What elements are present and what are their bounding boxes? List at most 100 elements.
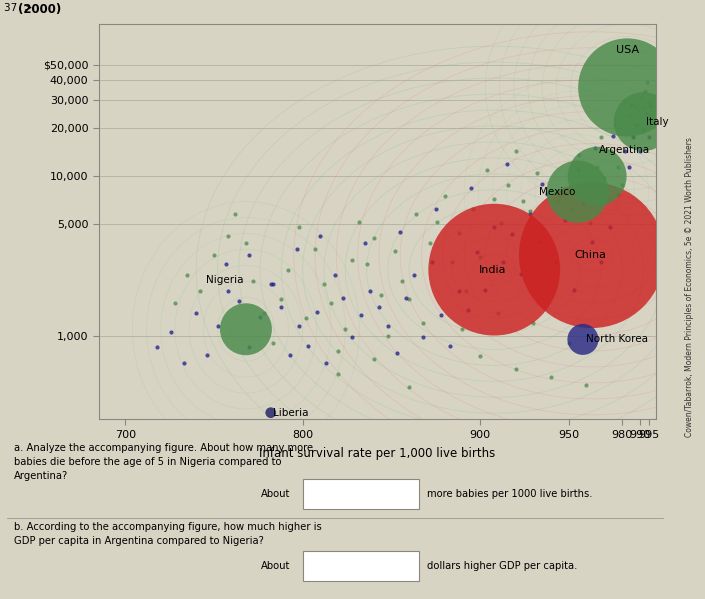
Point [503, 180, 514, 190]
Point [641, 77, 652, 87]
Text: About: About [261, 561, 290, 571]
Point [201, 350, 212, 359]
Point [643, 98, 654, 107]
Point [482, 165, 493, 174]
Point [244, 342, 255, 352]
Text: GDP per capita,
real U.S. dollars
(2000): GDP per capita, real U.S. dollars (2000) [18, 0, 125, 16]
Point [209, 250, 220, 260]
Point [586, 250, 597, 260]
Point [417, 319, 429, 328]
Point [347, 255, 358, 265]
Point [510, 364, 521, 374]
Point [400, 294, 411, 303]
Point [265, 408, 276, 418]
Point [276, 294, 287, 304]
Point [212, 322, 223, 331]
Text: Italy: Italy [646, 117, 668, 126]
Point [563, 338, 575, 348]
Point [568, 285, 580, 294]
Point [267, 280, 278, 289]
Point [409, 270, 420, 280]
Point [460, 286, 472, 296]
Point [347, 332, 358, 342]
Point [382, 322, 393, 331]
Point [620, 146, 631, 155]
Point [368, 233, 379, 243]
Text: Nigeria: Nigeria [206, 275, 243, 285]
Point [285, 350, 296, 359]
Point [311, 307, 322, 316]
Point [574, 151, 585, 161]
Point [524, 205, 535, 215]
Point [581, 180, 592, 189]
Point [591, 162, 603, 171]
Point [542, 189, 553, 199]
Point [396, 276, 407, 286]
Text: 37  >: 37 > [4, 3, 32, 13]
Point [634, 146, 645, 155]
Point [613, 162, 624, 171]
Point [255, 312, 266, 322]
Point [457, 325, 468, 334]
Point [293, 222, 305, 232]
Point [572, 187, 583, 196]
Point [524, 209, 535, 219]
Point [630, 120, 642, 129]
Point [355, 310, 367, 320]
Text: Mexico: Mexico [539, 187, 575, 196]
Point [432, 217, 443, 226]
Point [489, 265, 500, 274]
Point [233, 297, 245, 306]
Point [538, 225, 549, 235]
Text: more babies per 1000 live births.: more babies per 1000 live births. [427, 489, 592, 499]
Point [354, 217, 365, 226]
Point [240, 238, 252, 248]
Point [340, 325, 351, 334]
Point [417, 332, 429, 342]
Point [474, 351, 486, 361]
Point [302, 341, 314, 350]
Point [627, 132, 638, 142]
Point [537, 179, 548, 188]
Point [424, 238, 436, 248]
Point [620, 98, 631, 107]
Point [636, 93, 647, 102]
Point [595, 257, 606, 267]
Point [292, 244, 303, 254]
Point [492, 308, 503, 317]
Point [581, 380, 592, 390]
Point [586, 237, 597, 246]
Point [627, 132, 638, 142]
Point [641, 110, 652, 119]
Point [395, 227, 406, 237]
Point [474, 253, 486, 262]
Point [604, 222, 615, 232]
Point [267, 338, 278, 348]
Text: India: India [479, 265, 506, 274]
Point [517, 196, 528, 206]
Point [531, 168, 542, 178]
Point [410, 209, 422, 219]
Point [591, 171, 603, 181]
Point [589, 143, 601, 153]
Point [430, 205, 441, 214]
Point [572, 165, 583, 174]
Point [551, 257, 562, 267]
Point [462, 305, 473, 315]
Point [637, 117, 649, 126]
Text: North Korea: North Korea [586, 334, 648, 344]
Point [608, 131, 619, 140]
Point [258, 308, 269, 317]
Point [609, 120, 620, 129]
Point [613, 189, 624, 199]
Point [326, 298, 337, 308]
Point [489, 194, 500, 204]
Point [446, 257, 458, 267]
Point [300, 313, 312, 322]
Point [364, 286, 376, 296]
Point [190, 308, 202, 317]
X-axis label: Infant survival rate per 1,000 live births: Infant survival rate per 1,000 live birt… [259, 447, 496, 459]
Point [178, 358, 190, 367]
Point [637, 102, 649, 112]
Point [403, 294, 415, 304]
